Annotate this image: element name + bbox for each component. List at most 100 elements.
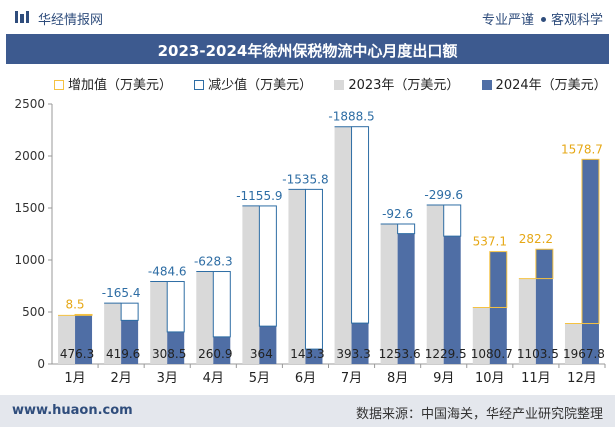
y-tick-label: 2500 xyxy=(14,97,45,111)
chart-legend: 增加值（万美元） 减少值（万美元） 2023年（万美元） 2024年（万美元） xyxy=(54,74,615,93)
increase-box xyxy=(74,313,93,316)
bar-2023 xyxy=(518,278,536,364)
value-label-2024: 1080.7 xyxy=(471,347,513,361)
bar-2024 xyxy=(75,314,93,364)
change-label: -1155.9 xyxy=(236,189,282,203)
bar-2024 xyxy=(305,349,323,364)
x-tick-label: 3月 xyxy=(157,371,178,386)
bar-2024 xyxy=(121,320,139,364)
bar-2024 xyxy=(397,233,415,364)
decrease-box xyxy=(397,223,416,235)
legend-item-2023: 2023年（万美元） xyxy=(334,74,459,93)
x-tick-label: 11月 xyxy=(521,371,551,386)
change-label: 282.2 xyxy=(519,232,553,246)
legend-item-2024: 2024年（万美元） xyxy=(481,74,607,93)
legend-label-decrease: 减少值（万美元） xyxy=(208,78,313,93)
bar-2024 xyxy=(213,336,231,364)
bar-2023 xyxy=(288,189,306,364)
bar-2023 xyxy=(150,281,168,364)
value-label-2024: 393.3 xyxy=(336,347,370,361)
x-tick-label: 5月 xyxy=(249,371,270,386)
bar-2023 xyxy=(196,271,214,364)
huajing-logo-icon xyxy=(15,11,29,23)
bar-2023 xyxy=(564,323,582,364)
legend-swatch-increase xyxy=(54,80,64,90)
value-label-2024: 419.6 xyxy=(106,347,140,361)
increase-box xyxy=(489,251,508,308)
change-label: -484.6 xyxy=(148,265,187,279)
x-tick-label: 6月 xyxy=(295,371,316,386)
bar-2023 xyxy=(334,126,352,364)
decrease-box xyxy=(443,204,462,237)
bar-2023 xyxy=(472,307,490,364)
value-label-2024: 143.3 xyxy=(290,347,324,361)
bar-2024 xyxy=(351,323,369,364)
value-label-2024: 476.3 xyxy=(60,347,94,361)
y-tick-label: 500 xyxy=(22,305,45,319)
value-label-2024: 308.5 xyxy=(152,347,186,361)
bar-2024 xyxy=(167,331,185,364)
increase-box xyxy=(581,158,600,325)
legend-swatch-2024 xyxy=(481,80,492,90)
decrease-box xyxy=(212,271,231,338)
footer-url: www.huaon.com xyxy=(12,403,133,418)
x-tick-label: 10月 xyxy=(475,371,505,386)
legend-label-2023: 2023年（万美元） xyxy=(348,78,460,93)
x-tick-label: 2月 xyxy=(110,371,131,386)
y-tick-label: 1000 xyxy=(14,253,45,267)
change-label: 537.1 xyxy=(473,235,507,249)
legend-label-increase: 增加值（万美元） xyxy=(68,78,173,93)
x-tick-label: 12月 xyxy=(567,371,597,386)
chart-title: 2023-2024年徐州保税物流中心月度出口额 xyxy=(157,42,458,60)
value-label-2024: 364 xyxy=(250,347,273,361)
change-label: -92.6 xyxy=(382,207,413,221)
y-tick-label: 0 xyxy=(37,357,45,371)
value-label-2024: 1103.5 xyxy=(517,347,559,361)
title-bar: 2023-2024年徐州保税物流中心月度出口额 xyxy=(6,34,609,64)
value-label-2024: 1253.6 xyxy=(379,347,421,361)
value-label-2024: 1967.8 xyxy=(563,347,605,361)
change-label: 1578.7 xyxy=(561,142,603,156)
footer-source: 数据来源：中国海关，华经产业研究院整理 xyxy=(355,407,603,422)
value-label-2024: 260.9 xyxy=(198,347,232,361)
change-label: -165.4 xyxy=(102,286,141,300)
decrease-box xyxy=(166,281,185,333)
decrease-box xyxy=(304,188,323,350)
change-label: 8.5 xyxy=(65,297,84,311)
change-label: -1535.8 xyxy=(282,172,328,186)
y-tick-label: 2000 xyxy=(14,149,45,163)
legend-swatch-decrease xyxy=(194,80,205,90)
change-label: -299.6 xyxy=(424,188,463,202)
x-tick-label: 1月 xyxy=(64,371,85,386)
x-tick-label: 8月 xyxy=(387,371,408,386)
change-label: -1888.5 xyxy=(328,110,374,124)
footer-bar: www.huaon.com 数据来源：中国海关，华经产业研究院整理 xyxy=(0,395,615,427)
decrease-box xyxy=(351,126,370,324)
bar-2024 xyxy=(581,159,599,364)
y-tick-label: 1500 xyxy=(14,201,45,215)
brand-name: 华经情报网 xyxy=(38,13,104,28)
legend-label-2024: 2024年（万美元） xyxy=(495,78,607,93)
bar-2024 xyxy=(443,236,461,364)
bar-2023 xyxy=(426,204,444,364)
tagline-right: 客观科学 xyxy=(550,13,603,28)
increase-box xyxy=(535,248,554,280)
bar-2024 xyxy=(535,249,553,364)
tagline-dot-icon xyxy=(540,17,546,22)
bar-2023 xyxy=(380,223,398,364)
decrease-box xyxy=(120,302,139,321)
decrease-box xyxy=(258,205,277,327)
bar-2023 xyxy=(242,205,260,364)
tagline-left: 专业严谨 xyxy=(481,13,534,28)
top-bar: 华经情报网 专业严谨 客观科学 xyxy=(0,0,615,34)
x-tick-label: 7月 xyxy=(341,371,362,386)
legend-swatch-2023 xyxy=(334,80,345,90)
bar-2023 xyxy=(104,303,122,364)
value-label-2024: 1229.5 xyxy=(425,347,467,361)
legend-item-increase: 增加值（万美元） xyxy=(54,74,172,93)
bar-2024 xyxy=(259,326,277,364)
bar-2023 xyxy=(58,315,76,364)
x-tick-label: 9月 xyxy=(433,371,454,386)
change-label: -628.3 xyxy=(194,255,233,269)
